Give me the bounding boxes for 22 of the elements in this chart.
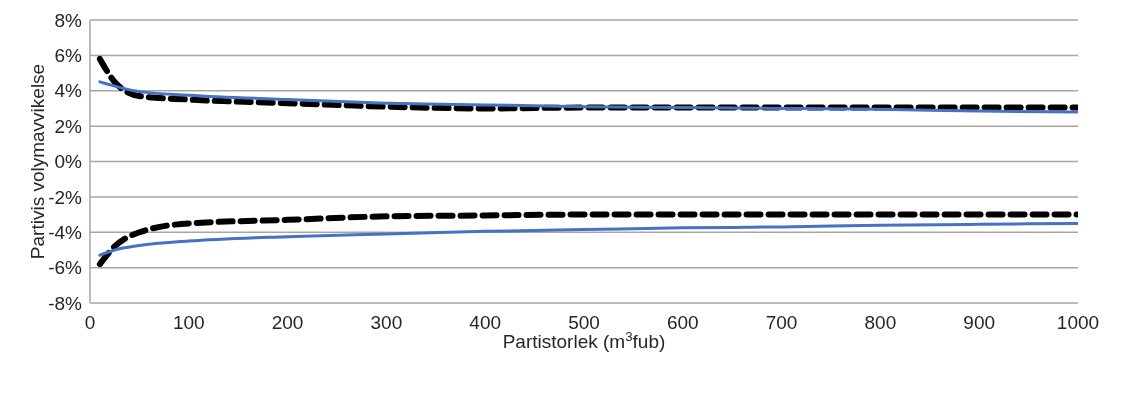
y-tick-label: 4% xyxy=(54,80,83,102)
y-tick-label: 6% xyxy=(54,45,83,67)
x-tick-label: 800 xyxy=(864,312,897,333)
y-tick-label: 8% xyxy=(54,9,83,31)
x-tick-label: 700 xyxy=(765,312,798,333)
line-series xyxy=(98,80,1078,114)
x-tick-label: 600 xyxy=(666,312,699,333)
x-tick-label: 300 xyxy=(370,312,403,333)
y-tick-label: -4% xyxy=(48,221,83,243)
line-series xyxy=(98,221,1078,257)
x-tick-label: 200 xyxy=(271,312,304,333)
y-axis-title: Partivis volymavvikelse xyxy=(26,63,48,260)
x-tick-label: 0 xyxy=(84,312,96,333)
y-tick-label: -8% xyxy=(48,292,83,314)
x-tick-label: 400 xyxy=(469,312,502,333)
y-tick-label: -6% xyxy=(48,257,83,279)
y-tick-label: 2% xyxy=(54,115,83,137)
x-tick-label: 100 xyxy=(172,312,205,333)
y-tick-label: 0% xyxy=(54,151,83,173)
y-tick-label: -2% xyxy=(48,186,83,208)
x-tick-label: 1000 xyxy=(1056,312,1100,333)
x-tick-label: 900 xyxy=(963,312,996,333)
